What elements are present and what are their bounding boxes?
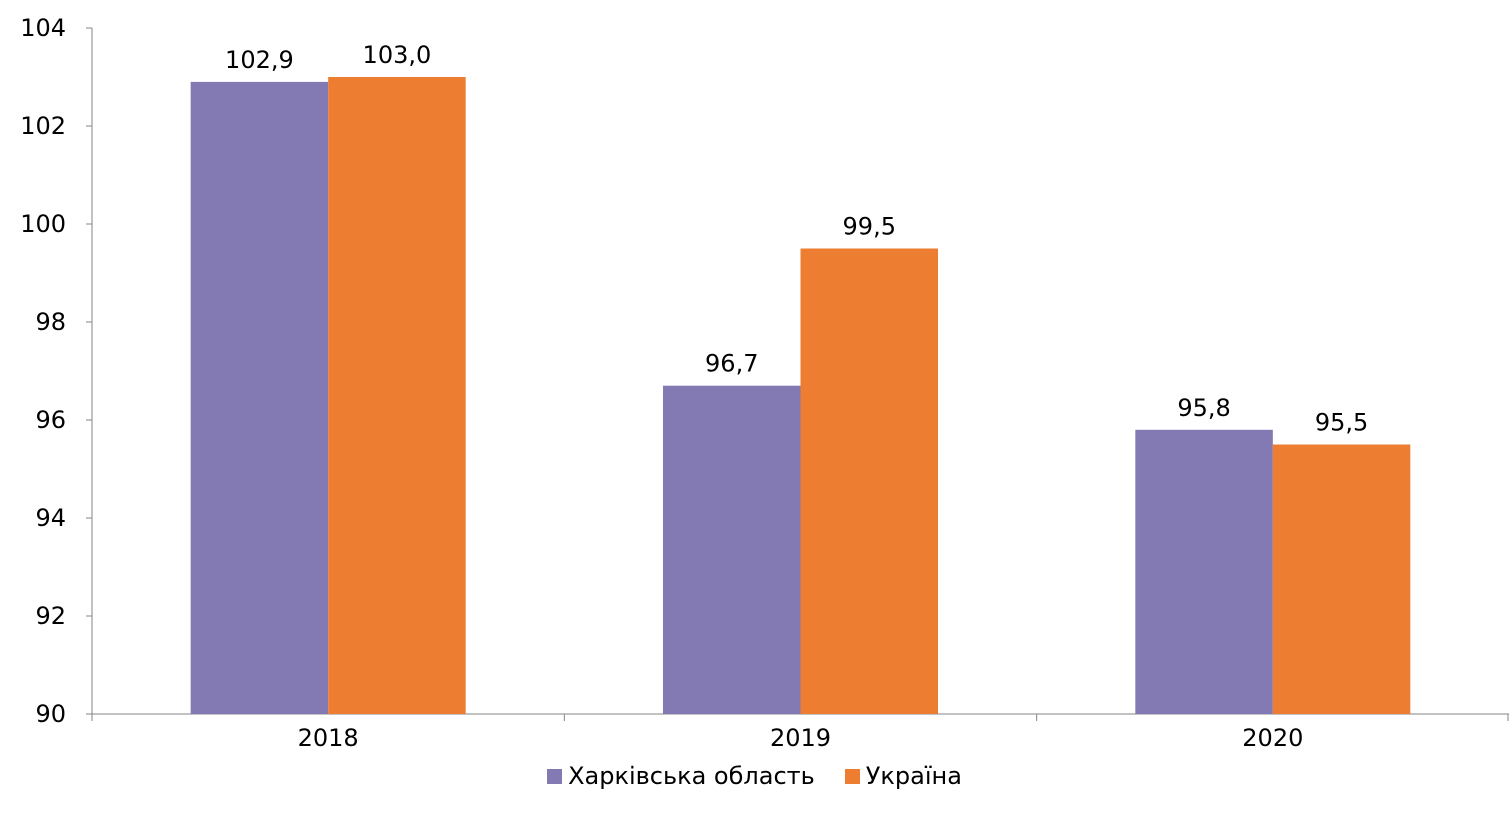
legend-label-ukraine: Україна [865,762,962,790]
data-label: 95,5 [1315,409,1368,437]
data-label: 102,9 [225,46,294,74]
bar [663,385,801,714]
legend-label-kharkiv: Харківська область [568,762,815,790]
y-tick-label: 96 [35,406,66,434]
legend-item-ukraine: Україна [844,762,962,790]
y-axis: 90 92 94 96 98 100 102 104 [20,14,93,728]
y-tick-label: 104 [20,14,66,42]
y-tick-label: 98 [35,308,66,336]
bar [328,77,466,714]
x-tick-label: 2018 [298,724,359,752]
bars [190,77,1411,714]
bar-chart: 90 92 94 96 98 100 102 104 2018 2019 2020 102,9 96… [20,14,1509,752]
data-label: 95,8 [1177,394,1230,422]
x-axis: 2018 2019 2020 [91,713,1509,752]
x-tick-label: 2020 [1242,724,1303,752]
y-tick-label: 100 [20,210,66,238]
y-tick-label: 94 [35,504,66,532]
legend-swatch-kharkiv [547,768,563,784]
bar [190,81,329,714]
legend: Харківська область Україна [0,762,1509,790]
y-tick-label: 102 [20,112,66,140]
data-label: 103,0 [363,41,432,69]
legend-item-kharkiv: Харківська область [547,762,815,790]
bar [800,248,938,714]
x-tick-label: 2019 [770,724,831,752]
y-tick-label: 90 [35,700,66,728]
data-label: 96,7 [705,350,758,378]
bar [1135,429,1273,714]
bar [1272,444,1411,714]
data-labels: 102,9 96,7 95,8 103,0 99,5 95,5 [225,41,1368,437]
y-tick-label: 92 [35,602,66,630]
data-label: 99,5 [843,213,896,241]
legend-swatch-ukraine [844,768,860,784]
